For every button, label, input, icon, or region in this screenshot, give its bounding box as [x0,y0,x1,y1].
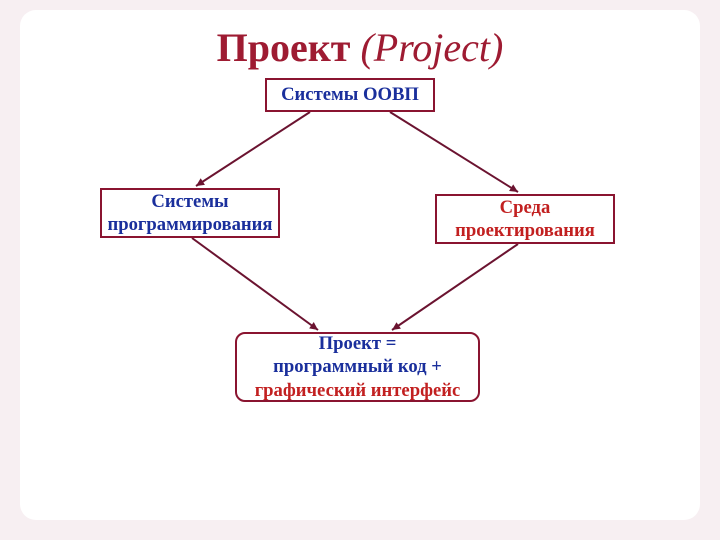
panel: Проект (Project) Системы ООВП Системыпро… [20,10,700,520]
title-subtitle: (Project) [360,25,503,70]
diagram-title: Проект (Project) [20,24,700,71]
node-project-definition: Проект =программный код +графический инт… [235,332,480,402]
node-text-line: Системы [151,190,228,213]
node-design-environment: Средапроектирования [435,194,615,244]
node-programming-systems: Системыпрограммирования [100,188,280,238]
node-text-line: программный код + [273,355,442,378]
title-main: Проект [217,25,361,70]
node-text-line: проектирования [455,219,595,242]
node-text-line: Проект = [319,332,397,355]
node-text-line: графический интерфейс [255,379,461,402]
node-text-line: программирования [107,213,272,236]
node-text-line: Системы ООВП [281,83,419,106]
node-systems-oovp: Системы ООВП [265,78,435,112]
page: Проект (Project) Системы ООВП Системыпро… [0,0,720,540]
node-text-line: Среда [500,196,551,219]
